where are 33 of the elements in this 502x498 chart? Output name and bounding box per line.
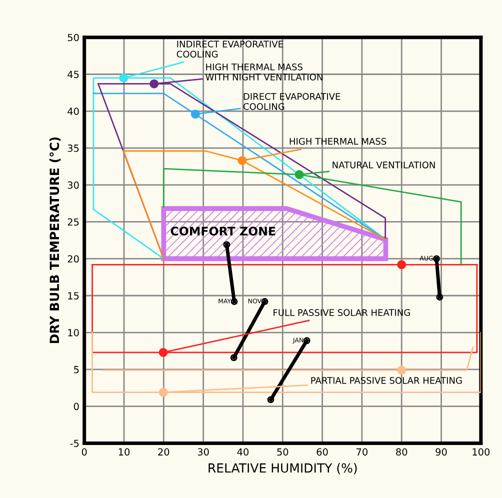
x-tick-label: 30 — [198, 448, 209, 456]
x-tick-label: 80 — [396, 448, 408, 456]
y-axis-title: DRY BULB TEMPERATURE (°C) — [49, 137, 61, 344]
x-tick-label: 0 — [82, 448, 87, 456]
y-tick-label: 30 — [68, 181, 79, 189]
annotation: HIGH THERMAL MASS — [290, 138, 386, 145]
x-tick-label: 20 — [158, 448, 170, 456]
y-tick-label: 20 — [68, 255, 79, 263]
x-tick-label: 100 — [472, 448, 490, 456]
x-tick-label: 60 — [316, 448, 328, 456]
y-tick-label: 25 — [68, 218, 79, 226]
annotation: PARTIAL PASSIVE SOLAR HEATING — [311, 377, 462, 384]
annotation: DIRECT EVAPORATIVE COOLING — [243, 93, 340, 110]
annotation: HIGH THERMAL MASS WITH NIGHT VENTILATION — [206, 64, 322, 80]
annotation: FULL PASSIVE SOLAR HEATING — [274, 309, 410, 316]
y-tick-label: 15 — [68, 292, 79, 300]
y-tick-label: 5 — [74, 366, 79, 374]
x-tick-label: 70 — [356, 448, 368, 456]
y-tick-label: -5 — [70, 440, 79, 448]
x-tick-label: 50 — [277, 448, 288, 456]
y-tick-label: 10 — [68, 329, 79, 336]
x-tick-label: 90 — [436, 448, 447, 456]
annotation: COMFORT ZONE — [170, 226, 276, 236]
y-tick-label: 40 — [68, 108, 79, 115]
x-tick-label: 10 — [118, 448, 130, 456]
annotation: INDIRECT EVAPORATIVE COOLING — [176, 40, 283, 58]
y-tick-label: 35 — [68, 144, 79, 152]
x-tick-label: 40 — [237, 448, 249, 456]
y-tick-label: 45 — [68, 70, 79, 78]
annotation: NATURAL VENTILATION — [332, 162, 435, 168]
y-tick-label: 0 — [74, 402, 79, 410]
x-axis-title: RELATIVE HUMIDITY (%) — [208, 463, 357, 474]
y-tick-label: 50 — [68, 34, 79, 42]
